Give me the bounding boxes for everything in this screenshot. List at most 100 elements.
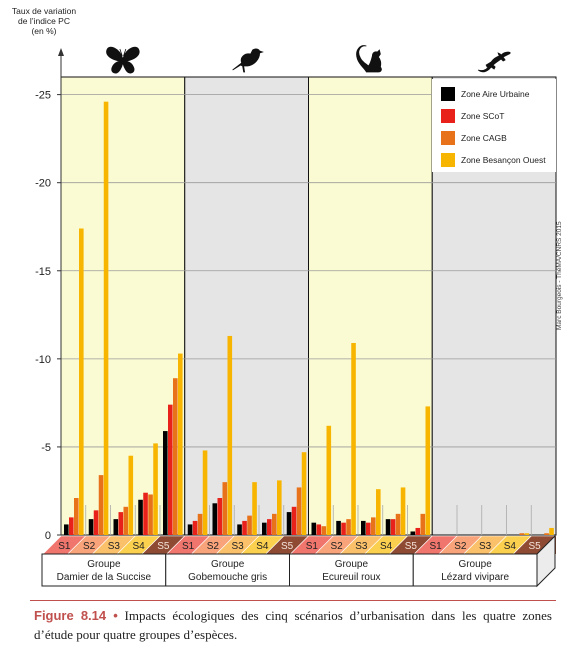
bar	[301, 452, 307, 535]
butterfly-icon-shape	[106, 46, 140, 74]
bar	[385, 519, 391, 535]
bar	[415, 527, 421, 535]
bar	[123, 506, 129, 535]
group-label-line2: Damier de la Succise	[57, 572, 152, 583]
bar	[524, 533, 530, 535]
scenario-label: S5	[157, 541, 170, 552]
bar	[321, 526, 327, 535]
y-axis-arrow	[58, 48, 64, 56]
scenario-label: S2	[207, 541, 220, 552]
legend-label: Zone SCoT	[461, 111, 504, 121]
lizard-icon	[477, 51, 511, 73]
bar	[79, 228, 84, 535]
bar	[262, 522, 267, 535]
scenario-label: S4	[504, 541, 517, 552]
bar	[277, 480, 282, 535]
squirrel-icon-shape	[356, 45, 382, 73]
y-axis-title-line: (en %)	[31, 26, 57, 36]
legend-label: Zone Besançon Ouest	[461, 155, 546, 165]
caption-text: Impacts écologiques des cinq scénarios d…	[34, 608, 552, 642]
bar	[311, 522, 317, 535]
bar	[237, 524, 242, 535]
bar	[267, 519, 272, 535]
caption-divider	[30, 600, 556, 601]
bar	[346, 519, 351, 535]
legend-swatch	[441, 109, 455, 123]
bar	[272, 513, 277, 535]
scenario-label: S4	[380, 541, 393, 552]
bar	[222, 482, 228, 535]
legend-swatch	[441, 87, 455, 101]
group-label-line2: Gobemouche gris	[188, 572, 267, 583]
bar	[519, 533, 525, 535]
bar	[64, 524, 69, 535]
group-label-box	[412, 553, 538, 587]
legend-swatch	[441, 131, 455, 145]
credit-text: Marc Bourgeois - ThéMA/CNRS 2015	[556, 221, 563, 330]
y-tick-label: 0	[45, 530, 51, 542]
bar	[69, 517, 74, 535]
bar	[361, 520, 366, 535]
bar	[242, 520, 247, 535]
figure-label: Figure 8.14 •	[34, 608, 118, 623]
bar	[252, 482, 257, 535]
bar	[291, 506, 297, 535]
y-axis-title-line: Taux de variation	[11, 6, 77, 16]
bar	[390, 519, 396, 535]
bird-icon	[232, 48, 264, 73]
bar	[138, 499, 143, 535]
bar	[376, 489, 381, 535]
bar	[173, 378, 178, 535]
bar	[187, 524, 193, 535]
bar	[336, 520, 341, 535]
group-label-box	[289, 553, 414, 587]
bar	[316, 524, 322, 535]
legend-swatch	[441, 153, 455, 167]
bar	[420, 513, 426, 535]
bar	[178, 353, 183, 535]
bar	[366, 522, 371, 535]
bar	[425, 406, 431, 535]
y-tick-label: -15	[35, 266, 51, 278]
bar-chart: 0 -5 -10 -15 -20 -25 S1 S2 S3 S4 S5 S1 S2 S3 S4 S5 S1 S2…	[35, 45, 557, 588]
bar	[118, 512, 124, 535]
scenario-label: S1	[430, 541, 443, 552]
legend-label: Zone Aire Urbaine	[461, 89, 530, 99]
squirrel-icon	[356, 45, 382, 73]
scenario-label: S1	[58, 541, 71, 552]
bar	[168, 404, 173, 535]
bar	[247, 515, 252, 535]
y-tick-label: -20	[35, 178, 51, 190]
bar	[128, 455, 134, 535]
scenario-label: S2	[83, 541, 96, 552]
scenario-label: S2	[331, 541, 344, 552]
bar	[103, 101, 109, 536]
scenario-label: S3	[355, 541, 368, 552]
bar	[153, 443, 158, 535]
bar	[549, 527, 554, 535]
y-tick-label: -10	[35, 354, 51, 366]
bar	[341, 522, 346, 535]
bar	[400, 487, 406, 535]
bar	[88, 519, 94, 535]
group-label-line2: Ecureuil roux	[322, 572, 380, 583]
bar	[227, 335, 233, 535]
bar	[212, 503, 218, 535]
scenario-label: S4	[256, 541, 269, 552]
bar	[371, 517, 376, 535]
label-strip-side	[536, 534, 556, 588]
bar	[98, 475, 104, 535]
lizard-icon-shape	[477, 51, 511, 73]
group-label-line1: Groupe	[458, 559, 492, 570]
y-tick-label: -5	[41, 442, 51, 454]
scenario-label: S3	[479, 541, 492, 552]
bar	[395, 513, 401, 535]
bar	[74, 498, 79, 535]
bar	[143, 492, 148, 535]
bar	[351, 342, 356, 535]
scenario-label: S2	[454, 541, 467, 552]
scenario-label: S3	[232, 541, 245, 552]
legend-label: Zone CAGB	[461, 133, 507, 143]
figure-caption: Figure 8.14 • Impacts écologiques des ci…	[34, 606, 552, 644]
scenario-label: S5	[529, 541, 542, 552]
